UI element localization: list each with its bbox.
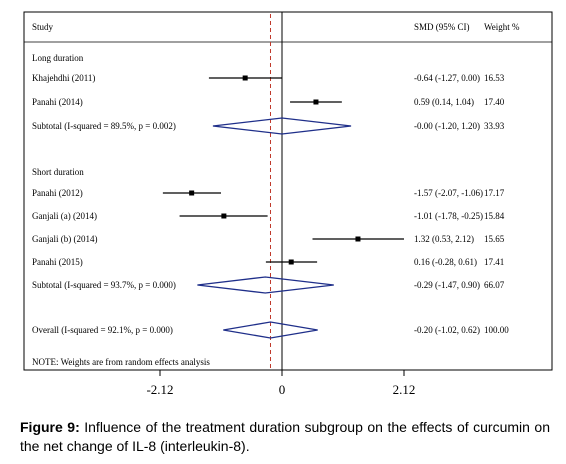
study-point — [242, 75, 248, 81]
overall-label: Overall (I-squared = 92.1%, p = 0.000) — [32, 325, 173, 335]
figure-caption: Figure 9: Influence of the treatment dur… — [20, 418, 550, 456]
study-label: Panahi (2012) — [32, 188, 83, 198]
study-weight: 17.17 — [484, 188, 505, 198]
subtotal-label: Subtotal (I-squared = 89.5%, p = 0.002) — [32, 121, 176, 131]
study-ci-text: 0.59 (0.14, 1.04) — [414, 97, 474, 107]
overall-weight: 100.00 — [484, 325, 509, 335]
study-weight: 15.84 — [484, 211, 505, 221]
caption-text: Influence of the treatment duration subg… — [20, 419, 550, 454]
study-ci-text: 1.32 (0.53, 2.12) — [414, 234, 474, 244]
study-point — [355, 236, 361, 242]
subtotal-weight: 66.07 — [484, 280, 505, 290]
header-weight: Weight % — [484, 22, 520, 32]
study-weight: 17.40 — [484, 97, 505, 107]
study-ci-text: -0.64 (-1.27, 0.00) — [414, 73, 480, 83]
study-weight: 17.41 — [484, 257, 504, 267]
study-point — [221, 213, 227, 219]
overall-diamond — [223, 321, 318, 339]
study-label: Panahi (2015) — [32, 257, 83, 267]
study-label: Ganjali (a) (2014) — [32, 211, 97, 221]
header-study: Study — [32, 22, 54, 32]
forest-plot: Study SMD (95% CI) Weight % Long duration Kh… — [23, 11, 553, 397]
caption-label: Figure 9: — [20, 419, 80, 435]
subtotal-ci-text: -0.29 (-1.47, 0.90) — [414, 280, 480, 290]
subtotal-diamond — [197, 276, 334, 294]
study-point — [288, 259, 294, 265]
subtotal-label: Subtotal (I-squared = 93.7%, p = 0.000) — [32, 280, 176, 290]
study-ci-text: -1.01 (-1.78, -0.25) — [414, 211, 483, 221]
group-label: Long duration — [32, 53, 84, 63]
weights-note: NOTE: Weights are from random effects an… — [32, 357, 210, 367]
plot-frame — [23, 11, 553, 371]
group-label: Short duration — [32, 167, 84, 177]
x-tick-label: 2.12 — [393, 382, 416, 397]
header-ci: SMD (95% CI) — [414, 22, 470, 32]
subtotal-diamond — [212, 117, 352, 135]
study-weight: 16.53 — [484, 73, 505, 83]
x-tick-label: 0 — [279, 382, 286, 397]
x-tick-label: -2.12 — [146, 382, 173, 397]
overall-ci-text: -0.20 (-1.02, 0.62) — [414, 325, 480, 335]
study-point — [189, 190, 195, 196]
study-ci-text: -1.57 (-2.07, -1.06) — [414, 188, 483, 198]
study-point — [313, 99, 319, 105]
study-ci-text: 0.16 (-0.28, 0.61) — [414, 257, 477, 267]
study-label: Panahi (2014) — [32, 97, 83, 107]
study-label: Ganjali (b) (2014) — [32, 234, 97, 244]
subtotal-weight: 33.93 — [484, 121, 505, 131]
subtotal-ci-text: -0.00 (-1.20, 1.20) — [414, 121, 480, 131]
study-label: Khajehdhi (2011) — [32, 73, 95, 83]
study-weight: 15.65 — [484, 234, 505, 244]
